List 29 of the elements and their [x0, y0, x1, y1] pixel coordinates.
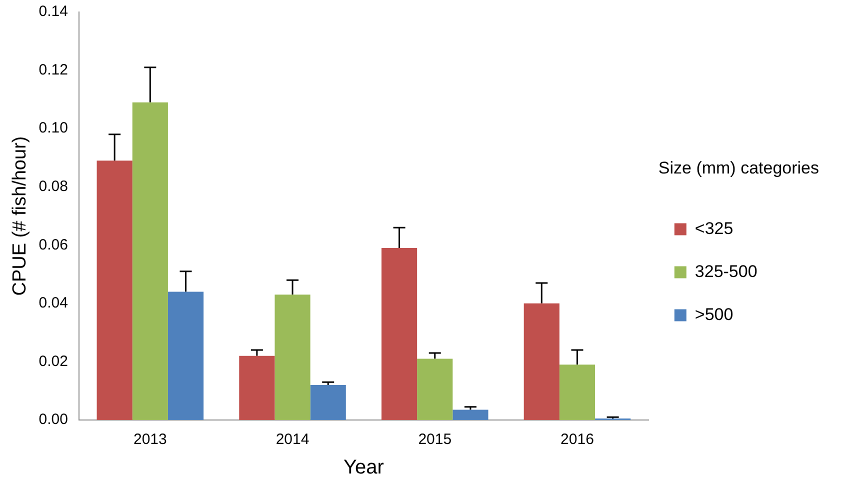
legend-label: <325: [694, 218, 734, 238]
bar: [239, 356, 275, 420]
bar: [381, 248, 418, 420]
legend-label: >500: [694, 304, 734, 324]
y-tick-label: 0.00: [38, 411, 68, 428]
y-tick-label: 0.14: [38, 3, 68, 20]
bar: [96, 160, 132, 420]
x-tick-label: 2014: [276, 431, 310, 448]
bar: [524, 303, 560, 420]
bar: [559, 364, 596, 420]
y-axis-title: CPUE (# fish/hour): [10, 136, 31, 296]
x-axis-title: Year: [343, 456, 384, 479]
x-tick-label: 2013: [133, 431, 167, 448]
y-tick-label: 0.12: [38, 61, 68, 78]
y-tick-label: 0.08: [38, 178, 68, 195]
bar: [132, 102, 168, 420]
x-tick-label: 2016: [560, 431, 594, 448]
y-tick-label: 0.02: [38, 352, 68, 370]
bar: [274, 294, 310, 420]
bar: [417, 358, 453, 420]
legend-label: 325-500: [694, 262, 758, 281]
bar: [452, 410, 488, 420]
bar: [310, 385, 346, 420]
bar: [168, 292, 204, 420]
x-tick-label: 2015: [418, 431, 452, 448]
y-tick-label: 0.04: [38, 294, 68, 312]
legend-title: Size (mm) categories: [658, 158, 820, 178]
y-tick-label: 0.06: [38, 236, 68, 254]
y-tick-label: 0.10: [38, 120, 68, 137]
